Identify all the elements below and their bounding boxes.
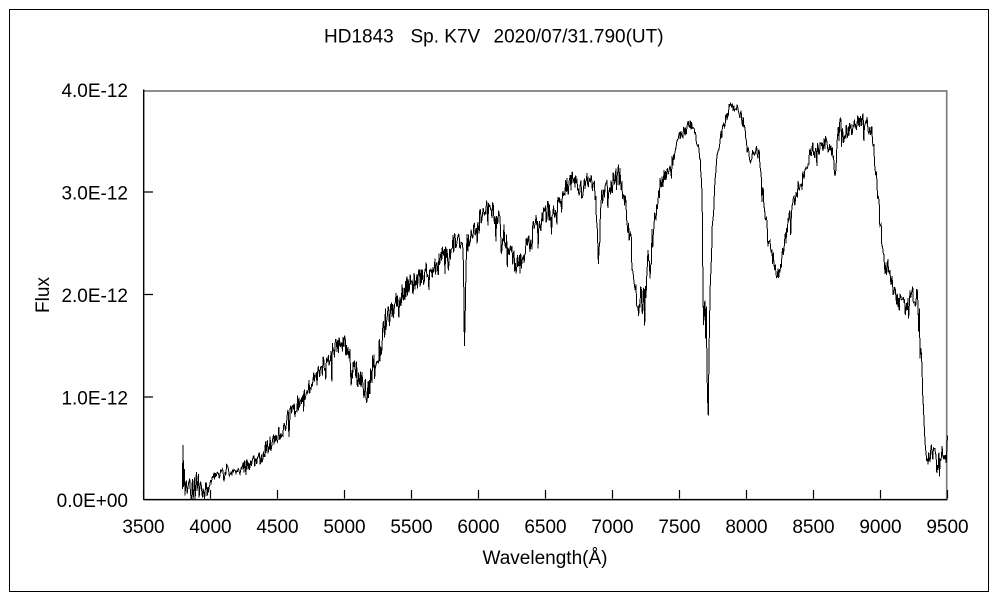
svg-text:3500: 3500 [122,517,164,538]
svg-text:Sp. K7V: Sp. K7V [411,27,481,48]
svg-text:9500: 9500 [926,517,968,538]
svg-text:1.0E-12: 1.0E-12 [61,389,128,410]
svg-text:9000: 9000 [859,517,901,538]
svg-text:7000: 7000 [591,517,633,538]
svg-text:4.0E-12: 4.0E-12 [61,81,128,102]
svg-text:HD1843: HD1843 [324,27,394,48]
svg-text:4500: 4500 [256,517,298,538]
svg-text:7500: 7500 [658,517,700,538]
svg-text:8500: 8500 [792,517,834,538]
svg-text:6500: 6500 [524,517,566,538]
svg-text:8000: 8000 [725,517,767,538]
svg-text:2020/07/31.790(UT): 2020/07/31.790(UT) [494,27,664,48]
svg-text:Flux: Flux [33,277,54,313]
svg-text:6000: 6000 [457,517,499,538]
svg-text:5000: 5000 [323,517,365,538]
svg-text:5500: 5500 [390,517,432,538]
svg-text:Wavelength(Å): Wavelength(Å) [483,548,608,569]
svg-text:3.0E-12: 3.0E-12 [61,184,128,205]
svg-text:4000: 4000 [189,517,231,538]
svg-text:0.0E+00: 0.0E+00 [57,491,128,512]
svg-text:2.0E-12: 2.0E-12 [61,286,128,307]
